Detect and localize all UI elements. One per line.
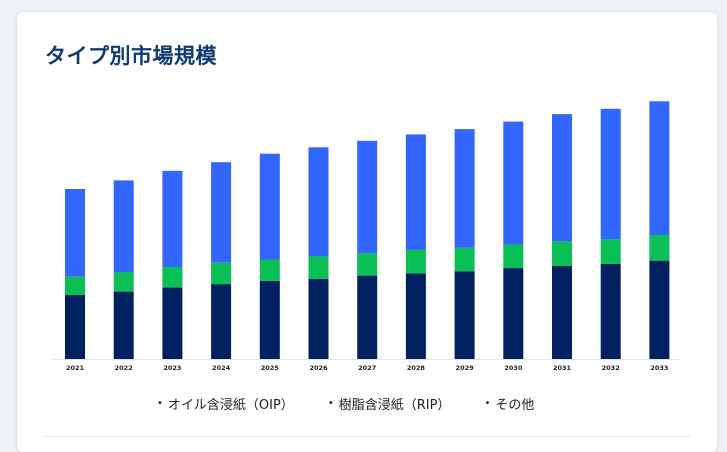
x-tick-label: 2025	[261, 364, 280, 372]
x-tick-label: 2029	[456, 364, 475, 372]
bar-2023-series-2[interactable]	[162, 170, 183, 267]
bar-2029-series-0[interactable]	[454, 271, 475, 359]
legend-item-other[interactable]: • その他	[484, 394, 534, 413]
x-tick-label: 2031	[553, 364, 572, 372]
bar-2025-series-1[interactable]	[259, 259, 280, 281]
bar-2033-series-0[interactable]	[649, 260, 670, 359]
bar-2027-series-2[interactable]	[357, 140, 378, 254]
bar-2027-series-1[interactable]	[357, 253, 378, 276]
legend-label: 樹脂含浸紙（RIP）	[338, 398, 451, 413]
bullet-icon: •	[157, 398, 163, 409]
bar-2021-series-0[interactable]	[65, 294, 85, 359]
bullet-icon: •	[484, 398, 491, 409]
bar-2029-series-1[interactable]	[454, 247, 475, 272]
x-tick-label: 2023	[163, 364, 181, 372]
bar-2030-series-1[interactable]	[503, 244, 524, 269]
bar-2021-series-2[interactable]	[65, 189, 85, 277]
bar-2032-series-1[interactable]	[600, 239, 621, 264]
bar-2031-series-2[interactable]	[552, 114, 572, 242]
bar-2027-series-0[interactable]	[357, 275, 378, 359]
bar-2032-series-0[interactable]	[600, 263, 621, 359]
x-tick-label: 2030	[504, 364, 523, 372]
bar-2030-series-0[interactable]	[503, 268, 524, 359]
bar-2026-series-1[interactable]	[308, 256, 329, 279]
bar-2031-series-0[interactable]	[552, 266, 572, 359]
legend-label: その他	[495, 398, 535, 413]
bar-2022-series-0[interactable]	[113, 291, 134, 359]
bar-2029-series-2[interactable]	[454, 129, 475, 248]
chart-card: タイプ別市場規模 2021 2022 2023 2024 2025 2026 2027 202…	[17, 12, 717, 452]
bullet-icon: •	[327, 398, 334, 409]
bar-2026-series-2[interactable]	[308, 147, 329, 257]
bar-2028-series-1[interactable]	[405, 249, 426, 274]
x-tick-label: 2022	[115, 364, 133, 372]
x-tick-label: 2026	[309, 364, 328, 372]
legend-item-oip[interactable]: • オイル含浸紙（OIP）	[157, 394, 294, 413]
bar-2025-series-2[interactable]	[259, 153, 280, 260]
legend: • オイル含浸紙（OIP） • 樹脂含浸紙（RIP） • その他	[157, 394, 534, 413]
bar-2025-series-0[interactable]	[259, 280, 280, 359]
bar-2022-series-1[interactable]	[113, 272, 134, 292]
bar-2026-series-0[interactable]	[308, 278, 329, 359]
bar-2022-series-2[interactable]	[113, 180, 134, 273]
x-tick-label: 2027	[358, 364, 376, 372]
bar-2024-series-0[interactable]	[211, 284, 232, 359]
x-tick-label: 2024	[212, 364, 231, 372]
legend-label: オイル含浸紙（OIP）	[167, 398, 294, 413]
x-tick-label: 2028	[407, 364, 426, 372]
bar-2024-series-2[interactable]	[211, 162, 232, 263]
bar-2024-series-1[interactable]	[211, 262, 232, 285]
x-tick-label: 2032	[602, 364, 620, 372]
bar-2028-series-0[interactable]	[405, 273, 426, 359]
bar-2028-series-2[interactable]	[405, 134, 426, 250]
divider	[44, 436, 690, 437]
bar-2023-series-0[interactable]	[162, 287, 183, 359]
bar-2021-series-1[interactable]	[65, 276, 85, 295]
bar-2023-series-1[interactable]	[162, 267, 183, 288]
chart-title: タイプ別市場規模	[45, 44, 217, 68]
bar-2030-series-2[interactable]	[503, 121, 524, 245]
bar-2033-series-2[interactable]	[649, 101, 670, 235]
legend-item-rip[interactable]: • 樹脂含浸紙（RIP）	[328, 394, 451, 413]
stacked-bar-chart: 2021 2022 2023 2024 2025 2026 2027 2028 2029 2030…	[53, 101, 681, 372]
x-tick-label: 2021	[66, 364, 85, 372]
bar-2032-series-2[interactable]	[600, 108, 621, 240]
bar-2033-series-1[interactable]	[649, 235, 670, 261]
bar-2031-series-1[interactable]	[552, 241, 572, 266]
x-tick-label: 2033	[650, 364, 668, 372]
